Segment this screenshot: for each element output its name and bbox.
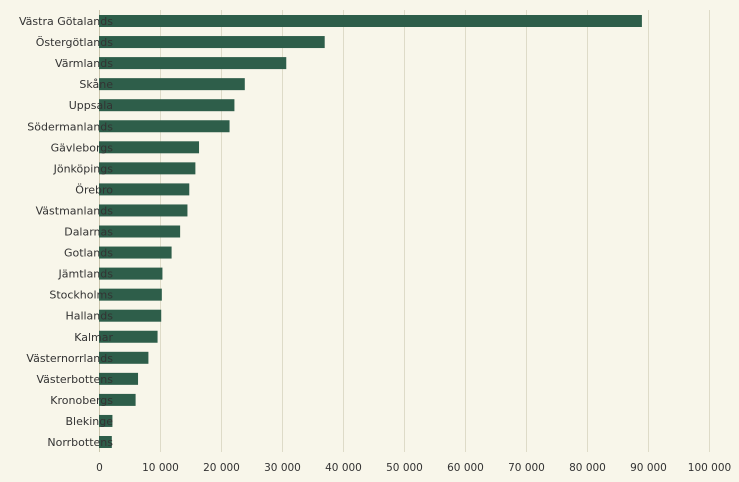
x-tick-label: 100 000 [688, 462, 731, 474]
category-label: Uppsala [69, 99, 113, 112]
category-label: Gotlands [64, 247, 113, 260]
x-tick-label: 50 000 [386, 462, 423, 474]
category-label: Södermanlands [27, 120, 113, 133]
x-tick-label: 70 000 [508, 462, 545, 474]
x-tick-label: 0 [96, 462, 103, 474]
category-label: Västra Götalands [19, 15, 113, 28]
category-label: Västmanlands [36, 204, 114, 217]
bar [99, 414, 113, 427]
category-label: Jönköpings [53, 162, 114, 175]
bar [99, 15, 642, 27]
bar [99, 162, 196, 175]
bar [99, 141, 200, 154]
bar [99, 36, 325, 49]
category-label: Stockholms [49, 289, 113, 302]
bar [99, 183, 190, 196]
gridlines [99, 10, 710, 452]
bar [99, 204, 188, 217]
bar [99, 225, 181, 238]
bar [99, 120, 230, 133]
category-label: Hallands [65, 310, 113, 323]
category-labels: Västra Götalands Östergötlands Värmlands Sk… [19, 15, 113, 449]
bar [99, 246, 172, 259]
category-label: Värmlands [55, 57, 113, 70]
x-tick-label: 10 000 [142, 462, 179, 474]
category-label: Kalmar [74, 331, 113, 344]
bar [99, 393, 136, 406]
bar [99, 99, 235, 112]
category-label: Blekinge [65, 415, 113, 428]
bar [99, 436, 112, 448]
bar [99, 57, 287, 70]
bars [99, 15, 642, 448]
x-tick-label: 60 000 [447, 462, 484, 474]
category-label: Kronobergs [50, 394, 113, 407]
x-tick-label: 90 000 [630, 462, 667, 474]
x-tick-label: 40 000 [325, 462, 362, 474]
bar [99, 351, 149, 364]
category-label: Västerbottens [36, 373, 113, 386]
x-axis-ticks: 0 10 000 20 000 30 000 40 000 50 000 60 000 70 … [96, 462, 731, 474]
category-label: Norrbottens [47, 436, 113, 449]
bar [99, 78, 245, 91]
bar [99, 372, 139, 385]
category-label: Gävleborgs [51, 141, 114, 154]
category-label: Östergötlands [36, 36, 114, 49]
category-label: Dalarnas [64, 226, 113, 239]
x-tick-label: 20 000 [203, 462, 240, 474]
category-label: Jämtlands [58, 268, 114, 281]
x-tick-label: 30 000 [264, 462, 301, 474]
bar [99, 267, 163, 280]
category-label: Västernorrlands [26, 352, 113, 365]
bar [99, 330, 158, 343]
category-label: Skåne [79, 78, 113, 91]
bar [99, 288, 162, 301]
bar [99, 309, 162, 322]
x-tick-label: 80 000 [569, 462, 606, 474]
category-label: Örebro [75, 183, 113, 196]
